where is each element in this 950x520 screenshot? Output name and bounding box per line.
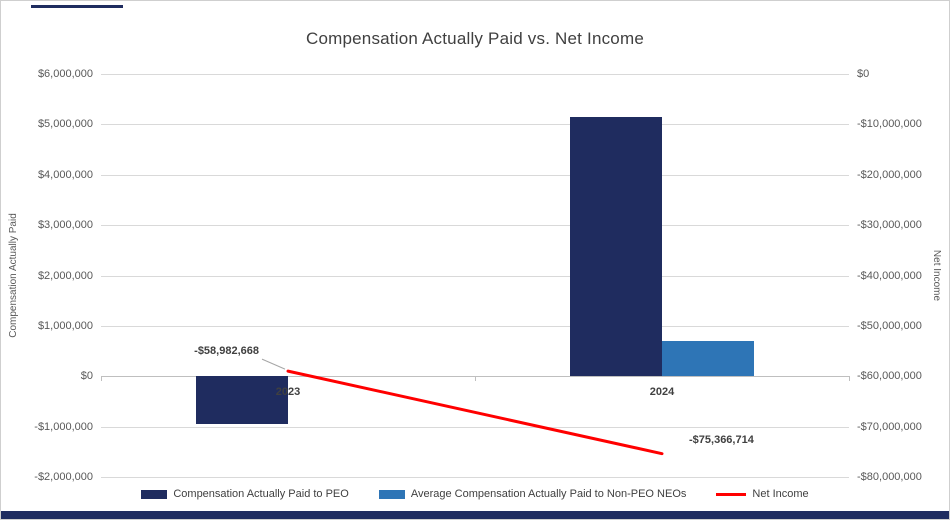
- gridline: [101, 325, 849, 327]
- category-label: 2023: [275, 386, 301, 399]
- x-axis-tick: [849, 376, 850, 382]
- legend-bar-swatch: [141, 489, 168, 499]
- gridline: [101, 124, 849, 126]
- bar-peo-2024: [570, 116, 662, 377]
- gridline: [101, 225, 849, 227]
- legend-item: Average Compensation Actually Paid to No…: [378, 488, 687, 500]
- left-axis-tick-label: $1,000,000: [37, 319, 93, 332]
- gridline: [101, 275, 849, 277]
- right-axis-tick-label: -$10,000,000: [857, 118, 922, 131]
- left-axis-tick-label: $2,000,000: [37, 269, 93, 282]
- net-income-data-label: -$75,366,714: [689, 433, 754, 446]
- right-axis-tick-label: -$80,000,000: [857, 471, 922, 483]
- chart-title: Compensation Actually Paid vs. Net Incom…: [306, 29, 644, 48]
- left-axis-tick-label: $3,000,000: [37, 219, 93, 232]
- legend-label: Compensation Actually Paid to PEO: [173, 488, 349, 500]
- legend-item: Net Income: [716, 488, 809, 500]
- left-axis-tick-label: $5,000,000: [37, 118, 93, 131]
- right-axis-tick-label: -$70,000,000: [857, 420, 922, 433]
- right-axis-tick-label: $0: [857, 68, 870, 80]
- left-axis-tick-label: -$1,000,000: [34, 420, 93, 433]
- category-label: 2024: [649, 386, 675, 399]
- right-axis-tick-label: -$60,000,000: [857, 370, 922, 383]
- right-axis-tick-label: -$20,000,000: [857, 168, 922, 181]
- net-income-data-label: -$58,982,668: [194, 345, 259, 358]
- legend-label: Net Income: [752, 488, 809, 500]
- right-axis-tick-label: -$50,000,000: [857, 319, 922, 332]
- x-axis-tick: [101, 376, 102, 382]
- legend: Compensation Actually Paid to PEO Average…: [1, 488, 949, 500]
- legend-bar-swatch: [378, 489, 405, 499]
- legend-line-swatch: [716, 492, 747, 496]
- left-axis-tick-label: -$2,000,000: [34, 471, 93, 483]
- bottom-navy-strip: [1, 511, 949, 519]
- legend-item: Compensation Actually Paid to PEO: [141, 488, 349, 500]
- left-axis-tick-label: $4,000,000: [37, 168, 93, 181]
- bar-non-peo-neos-2024: [662, 340, 754, 377]
- right-axis-tick-label: -$40,000,000: [857, 269, 922, 282]
- top-edge-artifact: [31, 5, 123, 8]
- right-axis-tick-label: -$30,000,000: [857, 219, 922, 232]
- gridline: [101, 174, 849, 176]
- legend-label: Average Compensation Actually Paid to No…: [410, 488, 687, 500]
- left-axis-tick-label: $0: [80, 370, 93, 383]
- bar-peo-2023: [196, 376, 288, 425]
- left-axis-tick-label: $6,000,000: [37, 68, 93, 80]
- gridline: [101, 477, 849, 478]
- gridline: [101, 74, 849, 75]
